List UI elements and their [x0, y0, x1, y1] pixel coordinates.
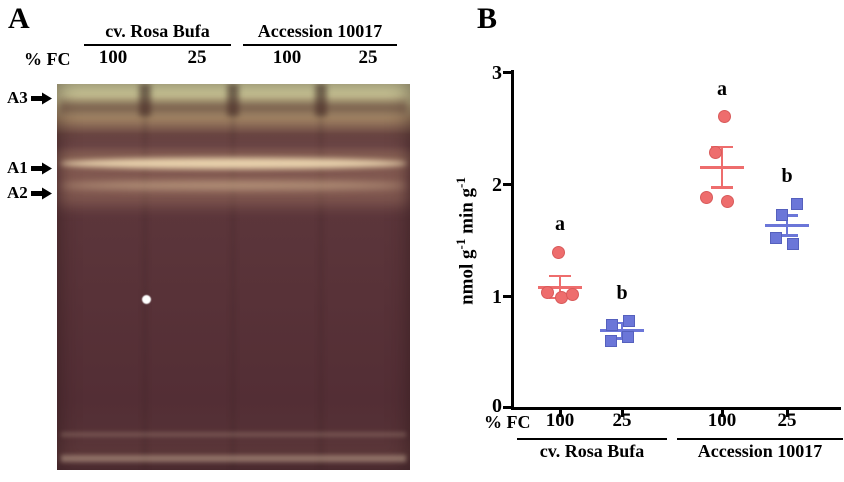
x-tick-label-25: 25	[777, 410, 797, 431]
x-tick-label-100: 100	[545, 410, 575, 431]
data-point	[770, 231, 782, 244]
error-bar-cap-top	[549, 274, 571, 278]
gel-band-a2	[60, 181, 407, 190]
data-point	[708, 146, 722, 160]
data-point	[606, 319, 618, 332]
arrow-right-icon	[30, 92, 52, 104]
band-label-a3: A3	[7, 88, 53, 108]
x-tick-label-25: 25	[612, 410, 632, 431]
band-label-a2-text: A2	[7, 183, 28, 202]
x-tick	[559, 409, 562, 417]
gel-bottom-band	[61, 455, 406, 462]
band-label-a3-text: A3	[7, 88, 28, 107]
y-tick-label: 2	[492, 174, 502, 196]
band-label-a1: A1	[7, 158, 53, 178]
significance-letter: a	[717, 77, 727, 100]
gel-lane-seam	[142, 84, 148, 470]
y-tick-label: 1	[492, 286, 502, 308]
mean-line	[765, 223, 809, 227]
panel-b-label: B	[477, 2, 498, 35]
band-label-a2: A2	[7, 183, 53, 203]
y-axis-line	[511, 70, 514, 409]
error-bar-cap-bottom	[776, 234, 798, 237]
panel-a-fc-label: % FC	[24, 49, 71, 69]
data-point	[720, 195, 734, 209]
error-bar-cap-top	[711, 145, 733, 149]
data-point	[623, 314, 635, 327]
gel-band-glow	[59, 148, 408, 206]
panel-a-label: A	[8, 2, 30, 35]
data-point	[791, 198, 803, 211]
error-bar-cap-bottom	[711, 186, 733, 189]
x-tick	[786, 409, 789, 417]
lane-label-100: 100	[272, 47, 302, 68]
arrow-right-icon	[30, 162, 52, 174]
data-point	[699, 190, 713, 204]
y-tick-label: 3	[492, 62, 502, 84]
mean-line	[700, 165, 744, 169]
lane-label-100: 100	[98, 47, 128, 68]
x-tick	[621, 409, 624, 417]
panel-a-group-header-accession: Accession 10017	[243, 21, 397, 46]
x-tick	[721, 409, 724, 417]
data-point	[540, 286, 554, 300]
gel-lane-seam	[230, 84, 236, 470]
gel-lane-seam	[318, 84, 324, 470]
y-tick-label: 0	[492, 395, 502, 417]
gel-artifact-dot	[142, 295, 151, 304]
x-tick-label-100: 100	[707, 410, 737, 431]
gel-bottom-band	[61, 432, 406, 437]
mean-line	[538, 285, 582, 289]
gel-band-a3	[59, 100, 408, 114]
x-group-label-accession: Accession 10017	[677, 438, 843, 462]
y-tick	[503, 183, 512, 186]
y-axis-title: nmol g-1 min g-1	[453, 177, 478, 305]
y-tick	[503, 295, 512, 298]
data-point	[565, 288, 579, 302]
significance-letter: a	[555, 213, 565, 236]
mean-line	[600, 329, 644, 333]
y-tick	[503, 71, 512, 74]
data-point	[551, 245, 565, 259]
significance-letter: b	[781, 165, 793, 188]
x-group-label-rosa-bufa: cv. Rosa Bufa	[517, 438, 667, 462]
arrow-right-icon	[30, 187, 52, 199]
x-axis-line	[511, 407, 841, 410]
data-point	[787, 238, 799, 251]
gel-band-a1	[60, 158, 407, 169]
panel-a-group-header-rosa-bufa: cv. Rosa Bufa	[84, 21, 231, 46]
gel-image	[57, 84, 410, 470]
data-point	[605, 334, 617, 347]
band-label-a1-text: A1	[7, 158, 28, 177]
lane-label-25: 25	[187, 47, 207, 68]
error-bar-cap-top	[611, 321, 633, 325]
data-point	[622, 331, 634, 344]
lane-label-25: 25	[358, 47, 378, 68]
significance-letter: b	[616, 281, 628, 304]
panel-b-fc-label: % FC	[484, 412, 531, 432]
data-point	[717, 110, 731, 124]
y-tick	[503, 406, 512, 409]
data-point	[776, 209, 788, 222]
